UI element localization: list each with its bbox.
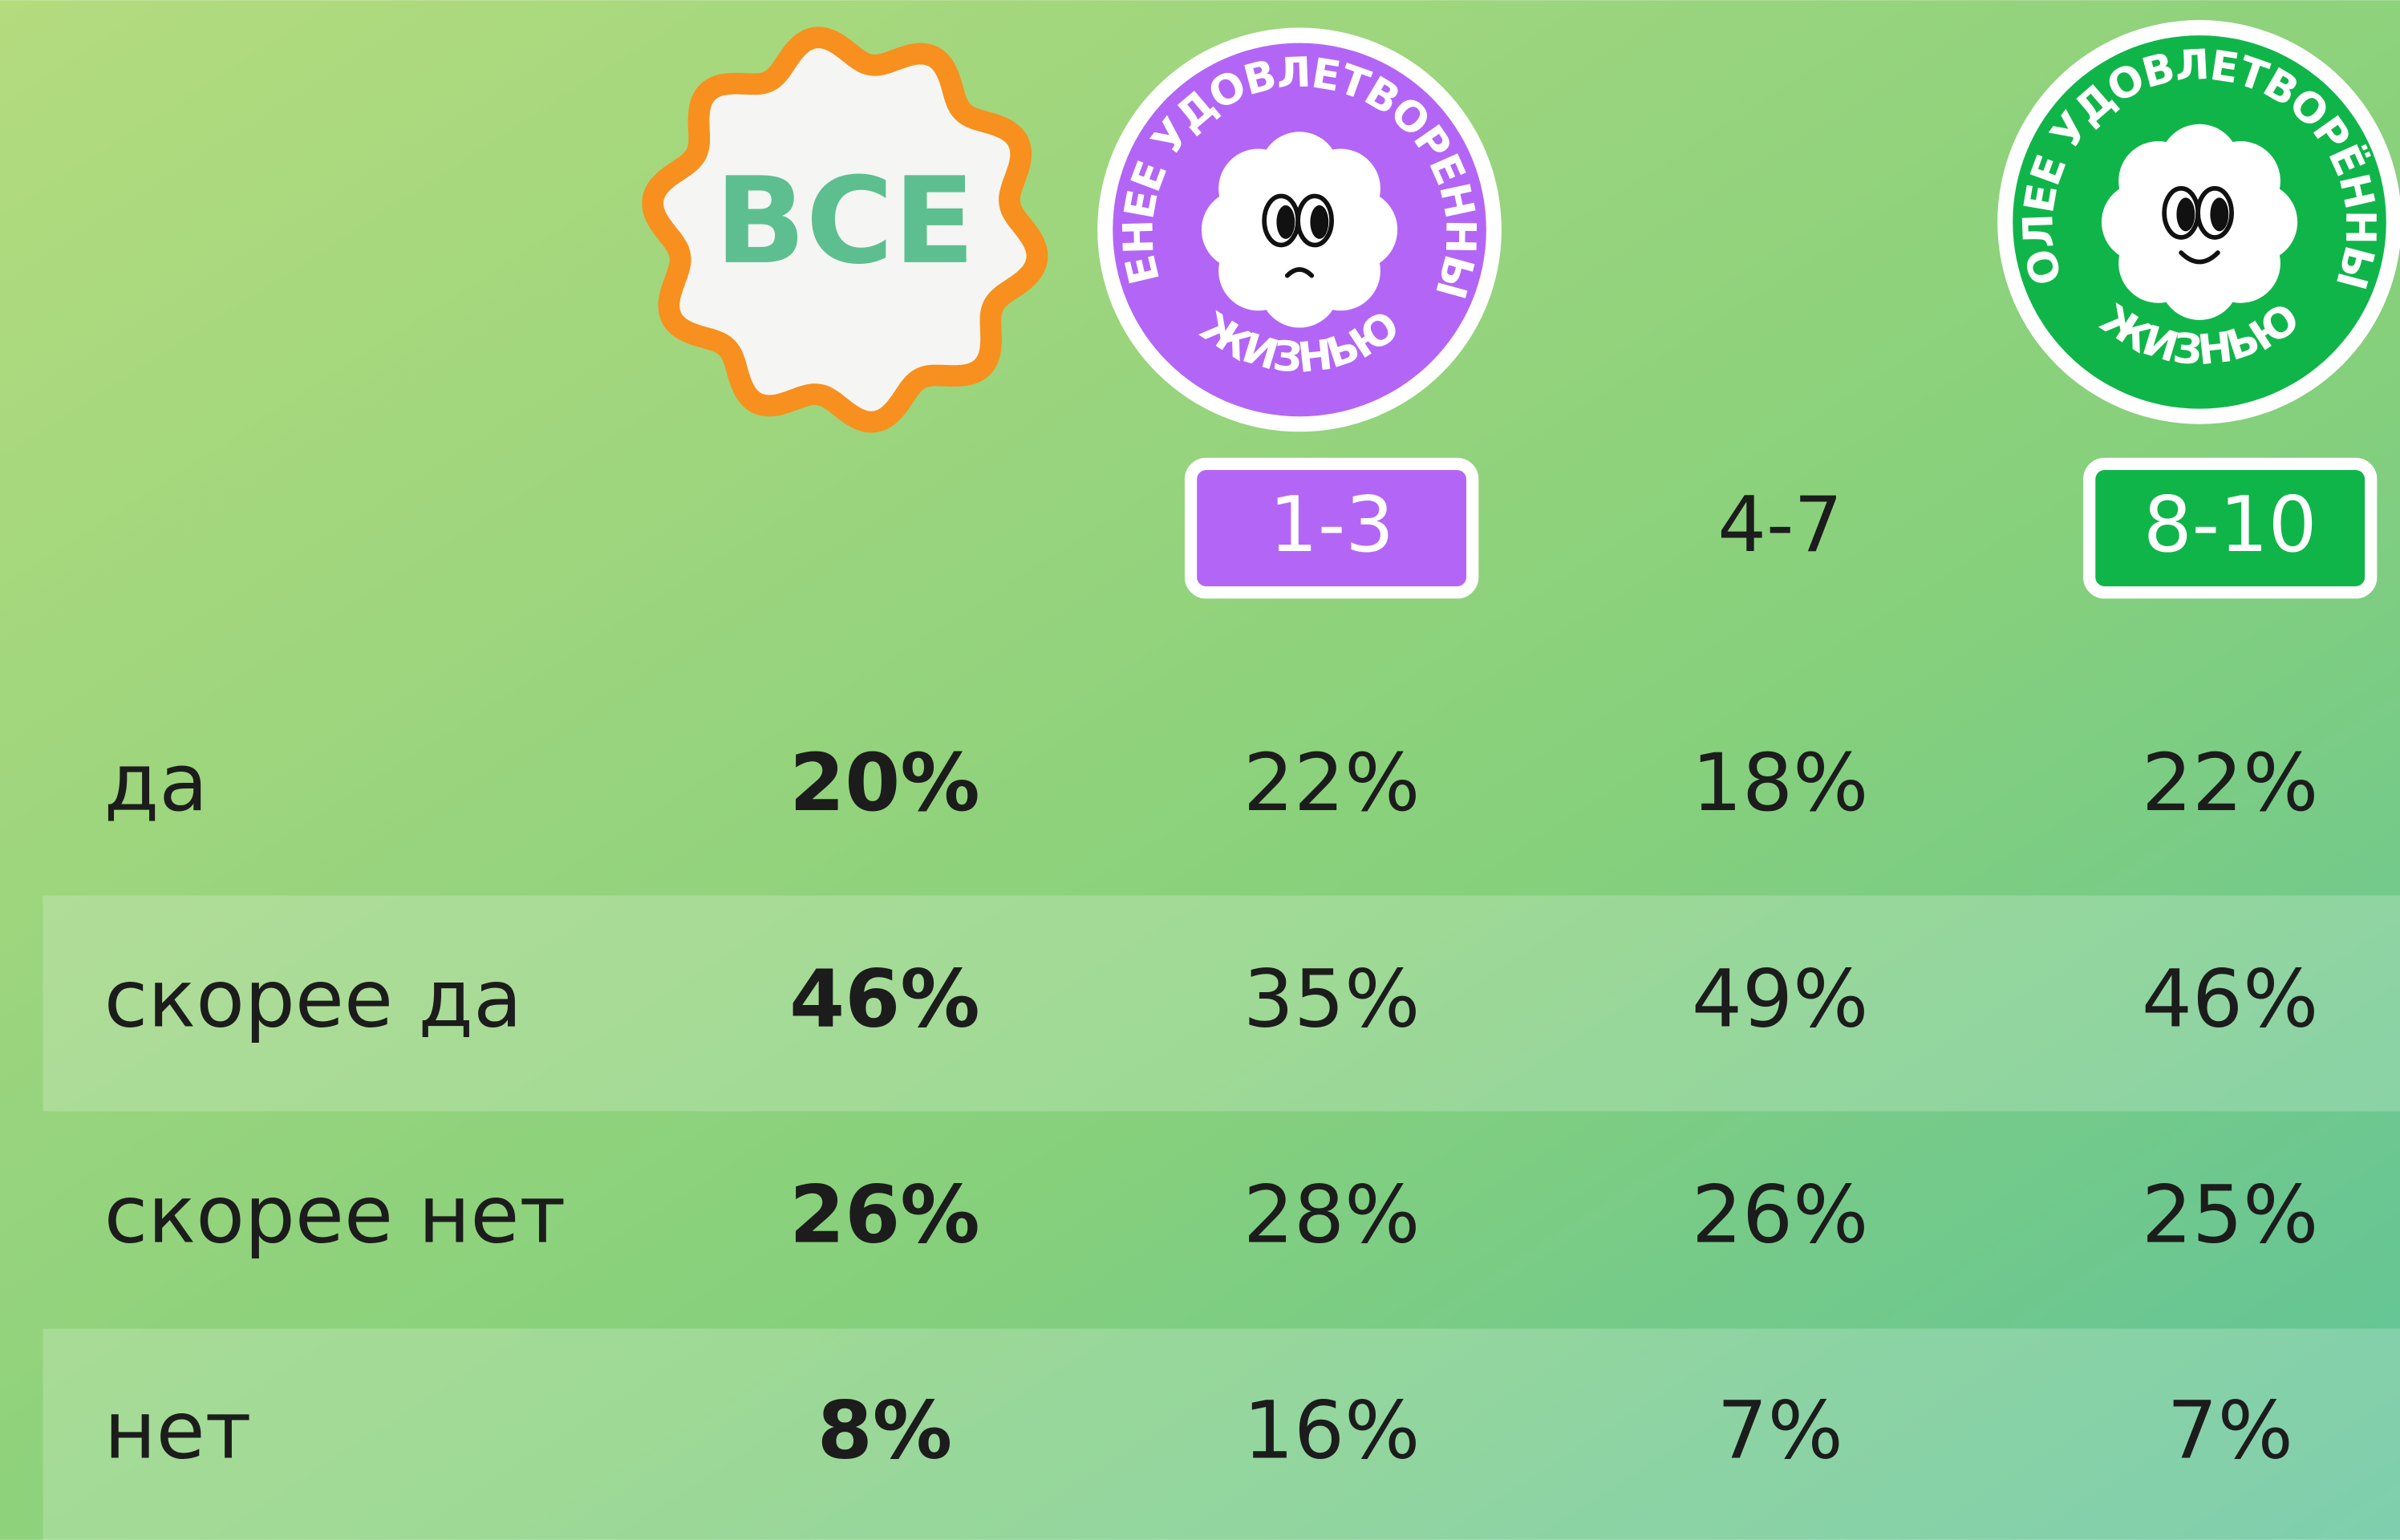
cell-value: 22% — [1243, 737, 1421, 829]
cell-value: 46% — [2142, 953, 2319, 1045]
cell-value: 7% — [2167, 1384, 2293, 1477]
pupil — [2176, 197, 2195, 232]
row-label: да — [104, 737, 208, 829]
cell-value: 26% — [789, 1169, 980, 1261]
mouth — [1284, 267, 1315, 278]
less-badge: МЕНЕЕ УДОВЛЕТВОРЕННЫЕ ЖИЗНЬЮ — [1097, 27, 1502, 432]
row-label: нет — [104, 1384, 252, 1477]
cell-value: 46% — [789, 953, 980, 1045]
cell-value: 16% — [1243, 1384, 1421, 1477]
all-badge: ВСЕ — [642, 26, 1048, 433]
cell-value: 7% — [1717, 1384, 1843, 1477]
cell-value: 26% — [1692, 1169, 1869, 1261]
cell-value: 49% — [1692, 953, 1869, 1045]
all-label: ВСЕ — [715, 152, 975, 291]
flower — [1201, 132, 1398, 328]
range-label: 4-7 — [1717, 480, 1843, 569]
row-label: скорее нет — [104, 1169, 566, 1261]
row-stripe — [43, 1328, 2400, 1540]
cell-value: 8% — [817, 1384, 952, 1477]
more-badge: БОЛЕЕ УДОВЛЕТВОРЁННЫЕ ЖИЗНЬЮ — [1997, 20, 2400, 424]
range-pill — [1184, 457, 1479, 599]
cell-value: 28% — [1243, 1169, 1421, 1261]
range-label: 1-3 — [1269, 480, 1394, 569]
row-stripe — [43, 895, 2400, 1112]
cell-value: 25% — [2142, 1169, 2319, 1261]
cell-value: 22% — [2142, 737, 2319, 829]
range-label: 8-10 — [2143, 480, 2317, 569]
flower — [2101, 124, 2298, 320]
row-label: скорее да — [104, 953, 522, 1045]
pupil — [1276, 205, 1295, 239]
cell-value: 18% — [1692, 737, 1869, 829]
cell-value: 35% — [1243, 953, 1421, 1045]
range-pill — [2083, 457, 2378, 599]
mouth — [2179, 250, 2220, 265]
pupil — [2210, 197, 2229, 232]
wavy-frame — [642, 26, 1048, 433]
pupil — [1310, 205, 1329, 239]
cell-value: 20% — [789, 737, 980, 829]
